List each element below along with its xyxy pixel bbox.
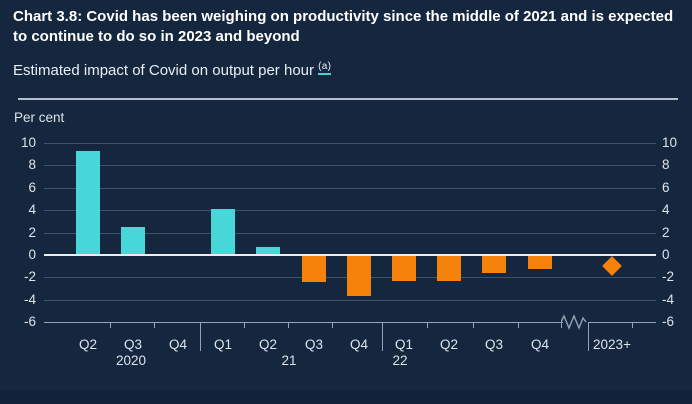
bar-2022-q1	[392, 254, 416, 281]
y-tick-label-right: 6	[662, 179, 670, 195]
x-axis-tick	[518, 322, 519, 328]
x-tick-label-year: 2020	[115, 353, 147, 368]
gridline	[44, 210, 656, 212]
y-tick-label-right: 4	[662, 202, 670, 218]
y-tick-label-right: -2	[662, 269, 675, 285]
y-tick-label-left: 6	[28, 179, 36, 195]
x-axis-tick	[473, 322, 474, 328]
footer-band	[0, 391, 692, 404]
gridline	[44, 232, 656, 234]
x-axis-tick	[332, 322, 333, 328]
bar-2021-q1	[211, 209, 235, 255]
x-axis-tick	[288, 322, 289, 328]
y-tick-label-right: 2	[662, 224, 670, 240]
y-tick-label-left: -6	[23, 314, 36, 329]
x-tick-label-quarter: Q2	[258, 337, 277, 352]
footnote-link[interactable]: (a)	[318, 61, 332, 75]
bar-2021-q2	[256, 247, 280, 255]
bar-2020-q2	[76, 150, 100, 255]
x-tick-label-quarter: Q1	[394, 337, 413, 352]
y-tick-label-left: 2	[28, 224, 36, 240]
x-tick-label-quarter: Q3	[484, 337, 503, 352]
x-tick-label-forecast: 2023+	[593, 337, 631, 352]
forecast-diamond-marker	[602, 256, 622, 276]
x-axis-tick	[154, 322, 155, 328]
bar-2022-q4	[528, 254, 552, 270]
x-axis-tick	[110, 322, 111, 328]
x-axis-line	[588, 322, 656, 323]
bar-2021-q4	[347, 254, 371, 297]
y-tick-label-right: 10	[662, 135, 678, 150]
gridline	[44, 143, 656, 144]
x-axis-line	[44, 322, 563, 323]
y-tick-label-left: 0	[28, 246, 36, 262]
x-tick-label-quarter: Q3	[304, 337, 323, 352]
x-tick-label-quarter: Q2	[439, 337, 458, 352]
y-tick-label-left: 10	[20, 135, 36, 150]
gridline	[44, 299, 656, 301]
x-axis-tick	[427, 322, 428, 328]
y-tick-label-left: 8	[28, 157, 36, 173]
x-axis-tick	[244, 322, 245, 328]
x-axis-tick	[561, 322, 562, 328]
zero-gridline	[44, 253, 656, 256]
gridline	[44, 187, 656, 189]
bar-2021-q3	[302, 254, 326, 282]
x-tick-label-quarter: Q4	[349, 337, 368, 352]
y-tick-label-left: -4	[23, 291, 36, 307]
axis-break-icon	[561, 314, 587, 330]
chart-title: Chart 3.8: Covid has been weighing on pr…	[13, 8, 674, 45]
y-tick-label-right: 8	[662, 157, 670, 173]
y-tick-label-right: 0	[662, 246, 670, 262]
y-axis-unit-label: Per cent	[14, 110, 65, 125]
x-axis-tick	[632, 322, 633, 328]
year-divider-tick	[382, 322, 383, 351]
bar-2020-q3	[121, 226, 145, 255]
x-tick-label-quarter: Q2	[78, 337, 97, 352]
gridline	[44, 165, 656, 167]
x-tick-label-quarter: Q4	[530, 337, 549, 352]
year-divider-tick	[200, 322, 201, 351]
header-divider	[18, 98, 678, 100]
year-divider-tick	[588, 322, 589, 351]
x-tick-label-quarter: Q3	[123, 337, 142, 352]
y-tick-label-right: -4	[662, 291, 675, 307]
subtitle-text: Estimated impact of Covid on output per …	[13, 62, 314, 79]
bar-2022-q3	[482, 254, 506, 273]
x-tick-label-quarter: Q1	[213, 337, 232, 352]
y-tick-label-left: -2	[23, 269, 36, 285]
x-tick-label-year: 21	[281, 353, 297, 368]
bar-2022-q2	[437, 254, 461, 281]
x-tick-label-quarter: Q4	[168, 337, 187, 352]
y-tick-label-right: -6	[662, 314, 675, 329]
chart-subtitle: Estimated impact of Covid on output per …	[13, 57, 613, 80]
y-tick-label-left: 4	[28, 202, 36, 218]
x-tick-label-year: 22	[392, 353, 408, 368]
